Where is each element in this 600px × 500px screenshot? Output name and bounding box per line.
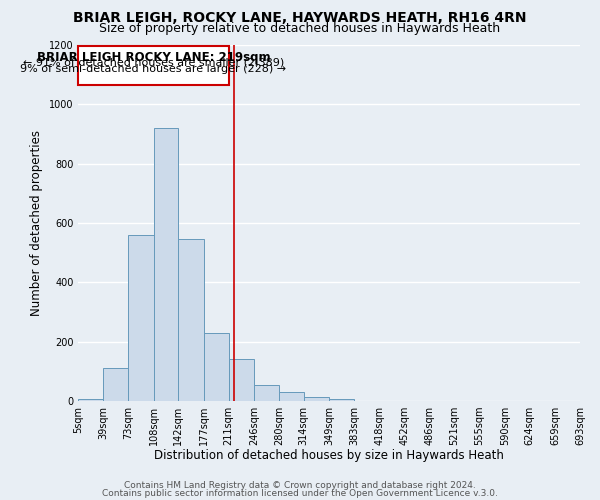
Bar	[128, 235, 154, 401]
Y-axis label: Number of detached properties: Number of detached properties	[31, 130, 43, 316]
Text: 9% of semi-detached houses are larger (228) →: 9% of semi-detached houses are larger (2…	[20, 64, 287, 74]
Bar	[329, 400, 354, 401]
Text: Contains HM Land Registry data © Crown copyright and database right 2024.: Contains HM Land Registry data © Crown c…	[124, 481, 476, 490]
Bar	[304, 396, 329, 401]
Bar	[103, 368, 128, 401]
Text: Contains public sector information licensed under the Open Government Licence v.: Contains public sector information licen…	[102, 488, 498, 498]
Bar	[154, 128, 178, 401]
Text: BRIAR LEIGH ROCKY LANE: 219sqm: BRIAR LEIGH ROCKY LANE: 219sqm	[37, 50, 271, 64]
Text: Size of property relative to detached houses in Haywards Heath: Size of property relative to detached ho…	[100, 22, 500, 35]
Bar	[204, 332, 229, 401]
Bar	[178, 240, 204, 401]
Bar	[279, 392, 304, 401]
Bar	[79, 400, 103, 401]
Bar	[79, 46, 229, 85]
Text: ← 91% of detached houses are smaller (2,389): ← 91% of detached houses are smaller (2,…	[23, 58, 284, 68]
X-axis label: Distribution of detached houses by size in Haywards Heath: Distribution of detached houses by size …	[154, 450, 504, 462]
Bar	[229, 360, 254, 401]
Text: BRIAR LEIGH, ROCKY LANE, HAYWARDS HEATH, RH16 4RN: BRIAR LEIGH, ROCKY LANE, HAYWARDS HEATH,…	[73, 11, 527, 25]
Bar	[254, 384, 279, 401]
